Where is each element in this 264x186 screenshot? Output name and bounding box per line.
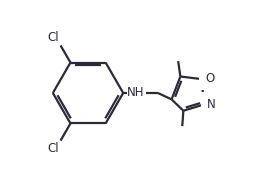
Text: O: O xyxy=(205,72,214,84)
Text: NH: NH xyxy=(126,86,144,100)
Text: Cl: Cl xyxy=(47,31,59,44)
Text: Cl: Cl xyxy=(47,142,59,155)
Text: N: N xyxy=(207,98,216,111)
